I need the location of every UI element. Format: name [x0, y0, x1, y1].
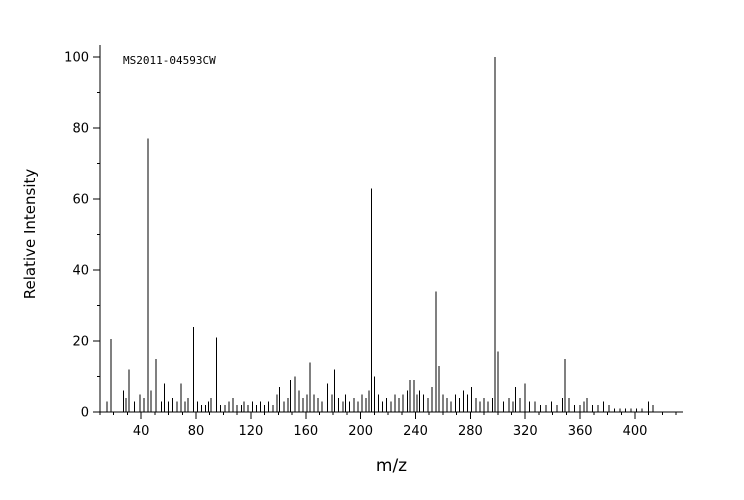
x-tick-label: 120	[238, 424, 263, 439]
x-tick-label: 400	[623, 424, 648, 439]
spectrum-id-label: MS2011-04593CW	[123, 54, 216, 67]
y-axis-label: Relative Intensity	[21, 168, 39, 300]
y-tick-label: 20	[72, 335, 89, 350]
x-tick-label: 80	[188, 424, 205, 439]
x-tick-label: 280	[458, 424, 483, 439]
x-tick-label: 200	[348, 424, 373, 439]
y-tick-label: 80	[72, 122, 89, 137]
y-tick-label: 100	[64, 51, 89, 66]
x-tick-label: 160	[293, 424, 318, 439]
y-tick-label: 60	[72, 193, 89, 208]
y-tick-label: 40	[72, 264, 89, 279]
x-tick-label: 320	[513, 424, 538, 439]
x-axis-label: m/z	[375, 456, 408, 476]
x-tick-label: 360	[568, 424, 593, 439]
x-tick-label: 240	[403, 424, 428, 439]
x-tick-label: 40	[133, 424, 150, 439]
y-tick-label: 0	[81, 406, 89, 421]
